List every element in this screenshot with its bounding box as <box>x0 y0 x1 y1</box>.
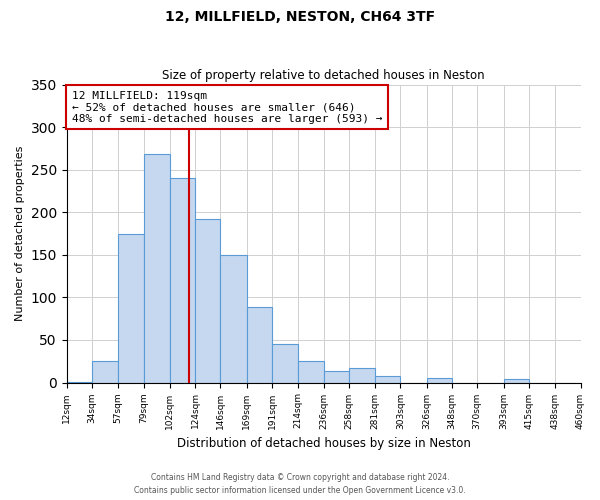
Text: 12 MILLFIELD: 119sqm
← 52% of detached houses are smaller (646)
48% of semi-deta: 12 MILLFIELD: 119sqm ← 52% of detached h… <box>72 90 382 124</box>
Bar <box>195 219 220 382</box>
Text: 12, MILLFIELD, NESTON, CH64 3TF: 12, MILLFIELD, NESTON, CH64 3TF <box>165 10 435 24</box>
Bar <box>503 379 529 382</box>
Bar <box>298 362 323 382</box>
Bar <box>247 307 272 382</box>
Bar <box>92 362 118 382</box>
X-axis label: Distribution of detached houses by size in Neston: Distribution of detached houses by size … <box>176 437 470 450</box>
Bar <box>272 344 298 383</box>
Bar <box>118 234 143 382</box>
Title: Size of property relative to detached houses in Neston: Size of property relative to detached ho… <box>162 69 485 82</box>
Bar <box>375 376 400 382</box>
Bar <box>349 368 375 382</box>
Bar <box>143 154 170 382</box>
Bar <box>427 378 452 382</box>
Text: Contains HM Land Registry data © Crown copyright and database right 2024.
Contai: Contains HM Land Registry data © Crown c… <box>134 474 466 495</box>
Y-axis label: Number of detached properties: Number of detached properties <box>15 146 25 322</box>
Bar <box>170 178 195 382</box>
Bar <box>220 255 247 382</box>
Bar <box>323 370 349 382</box>
